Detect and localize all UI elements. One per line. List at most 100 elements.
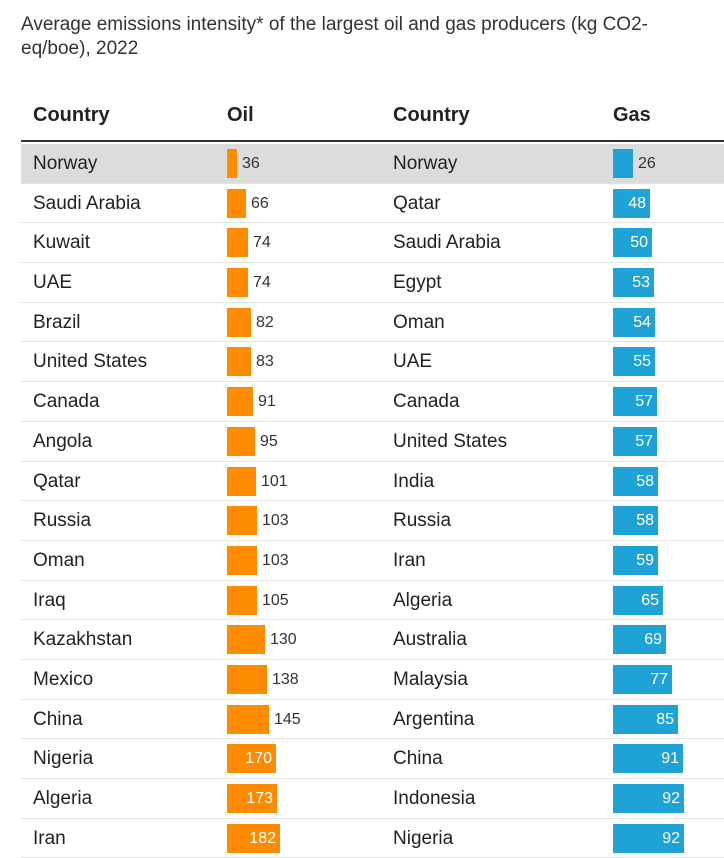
oil-bar xyxy=(227,228,248,258)
oil-bar xyxy=(227,268,248,298)
oil-value-label: 74 xyxy=(253,234,271,252)
gas-value-label: 58 xyxy=(636,472,654,490)
gas-country-label: United States xyxy=(393,430,508,452)
gas-bar xyxy=(613,545,658,575)
oil-country-label: Saudi Arabia xyxy=(33,192,141,214)
header-gas: Gas xyxy=(613,104,651,126)
gas-country-label: Saudi Arabia xyxy=(393,232,501,254)
oil-country-label: Iran xyxy=(33,827,66,849)
gas-country-label: India xyxy=(393,470,435,492)
table-row: United States 83 UAE 55 xyxy=(21,342,724,383)
gas-country-label: Qatar xyxy=(393,192,441,214)
gas-value-label: 50 xyxy=(630,234,648,252)
header-oil: Oil xyxy=(227,104,254,126)
oil-bar xyxy=(227,823,280,853)
gas-value-label: 26 xyxy=(638,155,656,172)
oil-country-label: Brazil xyxy=(33,311,81,333)
oil-bar xyxy=(227,664,267,694)
oil-country-label: Qatar xyxy=(33,470,81,492)
oil-bar xyxy=(227,744,276,774)
oil-value-label: 145 xyxy=(274,710,301,728)
table-row: Iran 182 Nigeria 92 xyxy=(21,819,724,858)
gas-bar xyxy=(613,387,657,417)
gas-country-label: Iran xyxy=(393,549,426,571)
table-row: Kazakhstan 130 Australia 69 xyxy=(21,620,724,660)
chart-title: Average emissions intensity* of the larg… xyxy=(21,14,648,59)
gas-country-label: Canada xyxy=(393,391,460,413)
gas-bar xyxy=(613,188,650,218)
oil-bar xyxy=(227,466,256,496)
gas-country-label: Algeria xyxy=(393,589,453,611)
table-row: Nigeria 170 China 91 xyxy=(21,739,724,779)
gas-bar xyxy=(613,625,666,655)
oil-bar xyxy=(227,347,251,377)
table-row: Norway 36 Norway 26 xyxy=(21,144,724,184)
table-body: Norway 36 Norway 26 Saudi Arabia 66 Qatar 48 Kuw… xyxy=(21,144,724,858)
gas-value-label: 91 xyxy=(661,750,679,768)
gas-bar xyxy=(613,347,655,377)
gas-bar xyxy=(613,823,684,853)
oil-value-label: 182 xyxy=(249,829,276,847)
oil-country-label: Canada xyxy=(33,391,100,413)
oil-bar xyxy=(227,545,257,575)
oil-value-label: 105 xyxy=(262,591,289,609)
gas-value-label: 58 xyxy=(636,512,654,530)
oil-bar xyxy=(227,704,269,734)
oil-value-label: 66 xyxy=(251,194,269,212)
oil-bar xyxy=(227,149,237,178)
header-country-oil: Country xyxy=(33,104,110,126)
oil-country-label: China xyxy=(33,708,83,730)
gas-country-label: Australia xyxy=(393,629,467,651)
gas-value-label: 59 xyxy=(636,551,654,569)
oil-value-label: 130 xyxy=(270,631,297,649)
gas-country-label: Argentina xyxy=(393,708,475,730)
oil-bar xyxy=(227,307,251,337)
oil-bar xyxy=(227,188,246,218)
oil-value-label: 170 xyxy=(245,750,272,768)
gas-bar xyxy=(613,149,633,178)
table-row: UAE 74 Egypt 53 xyxy=(21,263,724,303)
oil-value-label: 74 xyxy=(253,274,271,292)
gas-bar xyxy=(613,228,652,258)
table-row: China 145 Argentina 85 xyxy=(21,700,724,740)
gas-bar xyxy=(613,744,683,774)
gas-value-label: 53 xyxy=(632,274,650,292)
oil-country-label: Algeria xyxy=(33,788,93,809)
oil-country-label: Mexico xyxy=(33,668,94,690)
table-row: Brazil 82 Oman 54 xyxy=(21,303,724,343)
table-row: Mexico 138 Malaysia 77 xyxy=(21,660,724,700)
table-row: Iraq 105 Algeria 65 xyxy=(21,581,724,621)
gas-country-label: Oman xyxy=(393,311,445,333)
oil-country-label: Angola xyxy=(33,430,93,452)
gas-country-label: Egypt xyxy=(393,272,442,294)
table-row: Kuwait 74 Saudi Arabia 50 xyxy=(21,223,724,264)
oil-bar xyxy=(227,426,255,456)
oil-country-label: Russia xyxy=(33,510,92,532)
gas-country-label: Russia xyxy=(393,510,452,532)
oil-value-label: 82 xyxy=(256,313,274,331)
gas-bar xyxy=(613,664,672,694)
table-row: Algeria 173 Indonesia 92 xyxy=(21,779,724,819)
gas-country-label: China xyxy=(393,748,443,770)
gas-bar xyxy=(613,268,654,298)
oil-bar xyxy=(227,625,265,655)
oil-country-label: Kazakhstan xyxy=(33,629,133,651)
gas-country-label: UAE xyxy=(393,351,433,373)
oil-country-label: Norway xyxy=(33,153,98,174)
table-row: Canada 91 Canada 57 xyxy=(21,382,724,422)
oil-country-label: Nigeria xyxy=(33,748,94,770)
gas-bar xyxy=(613,784,684,813)
oil-value-label: 83 xyxy=(256,353,274,371)
table-row: Saudi Arabia 66 Qatar 48 xyxy=(21,184,724,224)
header-country-gas: Country xyxy=(393,104,470,126)
oil-bar xyxy=(227,387,253,417)
oil-value-label: 95 xyxy=(260,432,278,450)
oil-value-label: 103 xyxy=(262,551,289,569)
table-row: Russia 103 Russia 58 xyxy=(21,501,724,541)
gas-value-label: 65 xyxy=(641,591,659,609)
gas-bar xyxy=(613,307,655,337)
gas-bar xyxy=(613,585,663,615)
oil-bar xyxy=(227,585,257,615)
gas-bar xyxy=(613,506,658,536)
gas-value-label: 57 xyxy=(635,393,653,411)
